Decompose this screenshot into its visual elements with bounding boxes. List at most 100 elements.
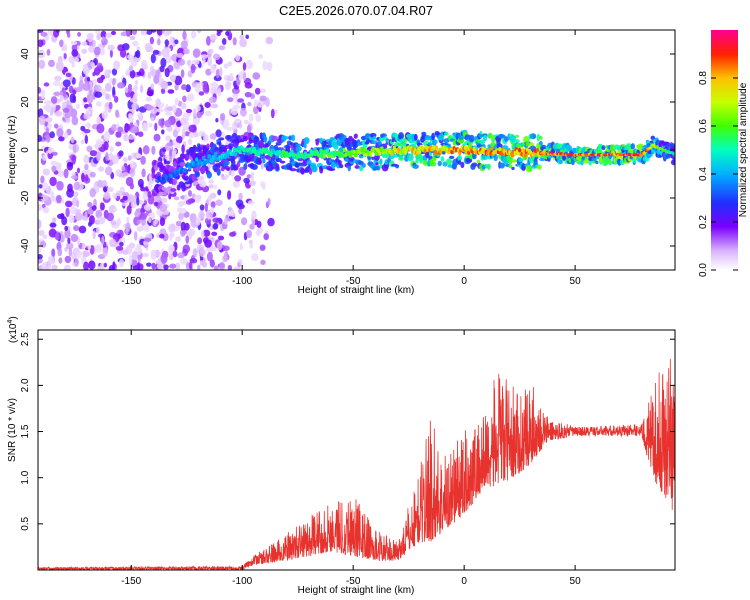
heatmap-noise-blob xyxy=(81,48,87,54)
heatmap-noise-blob xyxy=(82,63,89,72)
heatmap-noise-blob xyxy=(115,169,122,177)
heatmap-noise-blob xyxy=(150,116,155,122)
heatmap-noise-blob xyxy=(84,210,88,221)
heatmap-noise-blob xyxy=(187,93,195,101)
heatmap-noise-blob xyxy=(245,34,249,39)
heatmap-noise-blob xyxy=(164,119,172,128)
heatmap-noise-blob xyxy=(229,72,234,80)
heatmap-noise-blob xyxy=(38,87,42,94)
heatmap-noise-blob xyxy=(244,82,253,89)
heatmap-noise-blob xyxy=(157,262,164,270)
heatmap-noise-blob xyxy=(87,208,94,215)
heatmap-noise-blob xyxy=(249,180,256,186)
heatmap-ridge-core xyxy=(523,153,527,158)
heatmap-noise-blob xyxy=(70,233,79,243)
heatmap-noise-blob xyxy=(38,59,46,69)
heatmap-noise-blob xyxy=(111,154,119,165)
heatmap-noise-blob xyxy=(160,253,168,264)
heatmap-noise-blob xyxy=(192,248,198,258)
heatmap-noise-blob xyxy=(247,200,255,205)
heatmap-noise-blob xyxy=(86,33,94,43)
heatmap-ridge-blob xyxy=(333,143,339,150)
heatmap-noise-blob xyxy=(62,79,71,88)
snr-y-tick-label: 2.0 xyxy=(20,378,31,392)
heatmap-noise-blob xyxy=(119,49,127,58)
heatmap-noise-blob xyxy=(111,68,118,76)
heatmap-noise-blob xyxy=(198,91,205,96)
heatmap-noise-blob xyxy=(38,115,46,126)
heatmap-ridge-core xyxy=(238,149,242,155)
heatmap-ridge-core xyxy=(439,149,443,155)
heatmap-noise-blob xyxy=(73,225,80,232)
heatmap-ridge-blob xyxy=(395,164,400,169)
heatmap-noise-blob xyxy=(73,191,78,199)
heatmap-noise-blob xyxy=(158,118,165,127)
heatmap-ridge-core xyxy=(363,147,367,152)
heatmap-noise-blob xyxy=(196,110,203,119)
heatmap-noise-blob xyxy=(53,91,61,96)
heatmap-noise-blob xyxy=(250,171,255,181)
heatmap-noise-blob xyxy=(267,217,275,227)
heatmap-y-tick-label: 40 xyxy=(20,48,31,60)
heatmap-noise-blob xyxy=(133,85,139,91)
heatmap-noise-blob xyxy=(82,41,88,46)
heatmap-noise-blob xyxy=(160,88,166,94)
heatmap-noise-blob xyxy=(204,202,208,212)
heatmap-noise-blob xyxy=(200,54,208,59)
heatmap-noise-blob xyxy=(165,110,173,116)
heatmap-noise-blob xyxy=(159,217,166,227)
heatmap-noise-blob xyxy=(51,264,58,270)
heatmap-noise-blob xyxy=(51,165,57,173)
heatmap-noise-blob xyxy=(83,97,88,103)
heatmap-ridge-core xyxy=(498,147,502,152)
heatmap-noise-blob xyxy=(142,122,149,132)
heatmap-noise-blob xyxy=(103,131,111,142)
heatmap-noise-blob xyxy=(193,131,199,138)
heatmap-noise-blob xyxy=(51,248,56,258)
heatmap-noise-blob xyxy=(125,227,129,236)
heatmap-ridge-blob xyxy=(536,133,540,142)
heatmap-y-axis: -40 -20 0 20 40 xyxy=(20,48,675,253)
heatmap-noise-blob xyxy=(166,30,172,35)
heatmap-noise-blob xyxy=(50,191,55,199)
heatmap-ridge-core xyxy=(434,145,438,150)
heatmap-noise-blob xyxy=(83,129,91,134)
heatmap-ridge-core xyxy=(233,152,238,157)
heatmap-noise-blob xyxy=(137,131,144,137)
heatmap-noise-blob xyxy=(223,217,228,225)
heatmap-ridge-blob xyxy=(238,139,245,143)
heatmap-noise-blob xyxy=(46,48,51,56)
heatmap-noise-blob xyxy=(117,82,125,89)
heatmap-noise-blob xyxy=(40,194,49,202)
heatmap-noise-blob xyxy=(78,242,83,250)
heatmap-noise-blob xyxy=(259,95,267,102)
heatmap-noise-blob xyxy=(141,59,148,70)
heatmap-y-tick-label: -40 xyxy=(20,238,31,253)
heatmap-noise-blob xyxy=(207,56,213,67)
heatmap-ridge-blob xyxy=(532,134,536,139)
heatmap-noise-blob xyxy=(217,189,222,196)
heatmap-noise-blob xyxy=(80,125,86,132)
heatmap-noise-blob xyxy=(260,259,266,265)
colorbar-tick-label: 0.0 xyxy=(698,263,709,277)
heatmap-noise-blob xyxy=(54,123,59,129)
heatmap-noise-blob xyxy=(224,174,230,179)
heatmap-noise-blob xyxy=(211,231,218,236)
heatmap-ridge-blob xyxy=(630,143,635,150)
heatmap-ridge-blob xyxy=(556,143,563,150)
heatmap-noise-blob xyxy=(174,39,179,45)
snr-x-tick-label: 0 xyxy=(461,576,467,587)
heatmap-noise-blob xyxy=(233,266,241,270)
heatmap-noise-blob xyxy=(258,54,264,59)
heatmap-noise-blob xyxy=(56,181,64,191)
heatmap-noise-blob xyxy=(98,43,103,48)
heatmap-noise-blob xyxy=(246,229,252,239)
heatmap-noise-blob xyxy=(176,53,184,58)
heatmap-noise-blob xyxy=(181,144,185,154)
heatmap-noise-blob xyxy=(125,136,129,141)
heatmap-ridge-blob xyxy=(348,135,353,142)
heatmap-noise-blob xyxy=(74,212,83,221)
heatmap-noise-blob xyxy=(213,222,219,230)
heatmap-noise-blob xyxy=(52,217,57,223)
heatmap-x-tick-label: -50 xyxy=(346,276,361,287)
